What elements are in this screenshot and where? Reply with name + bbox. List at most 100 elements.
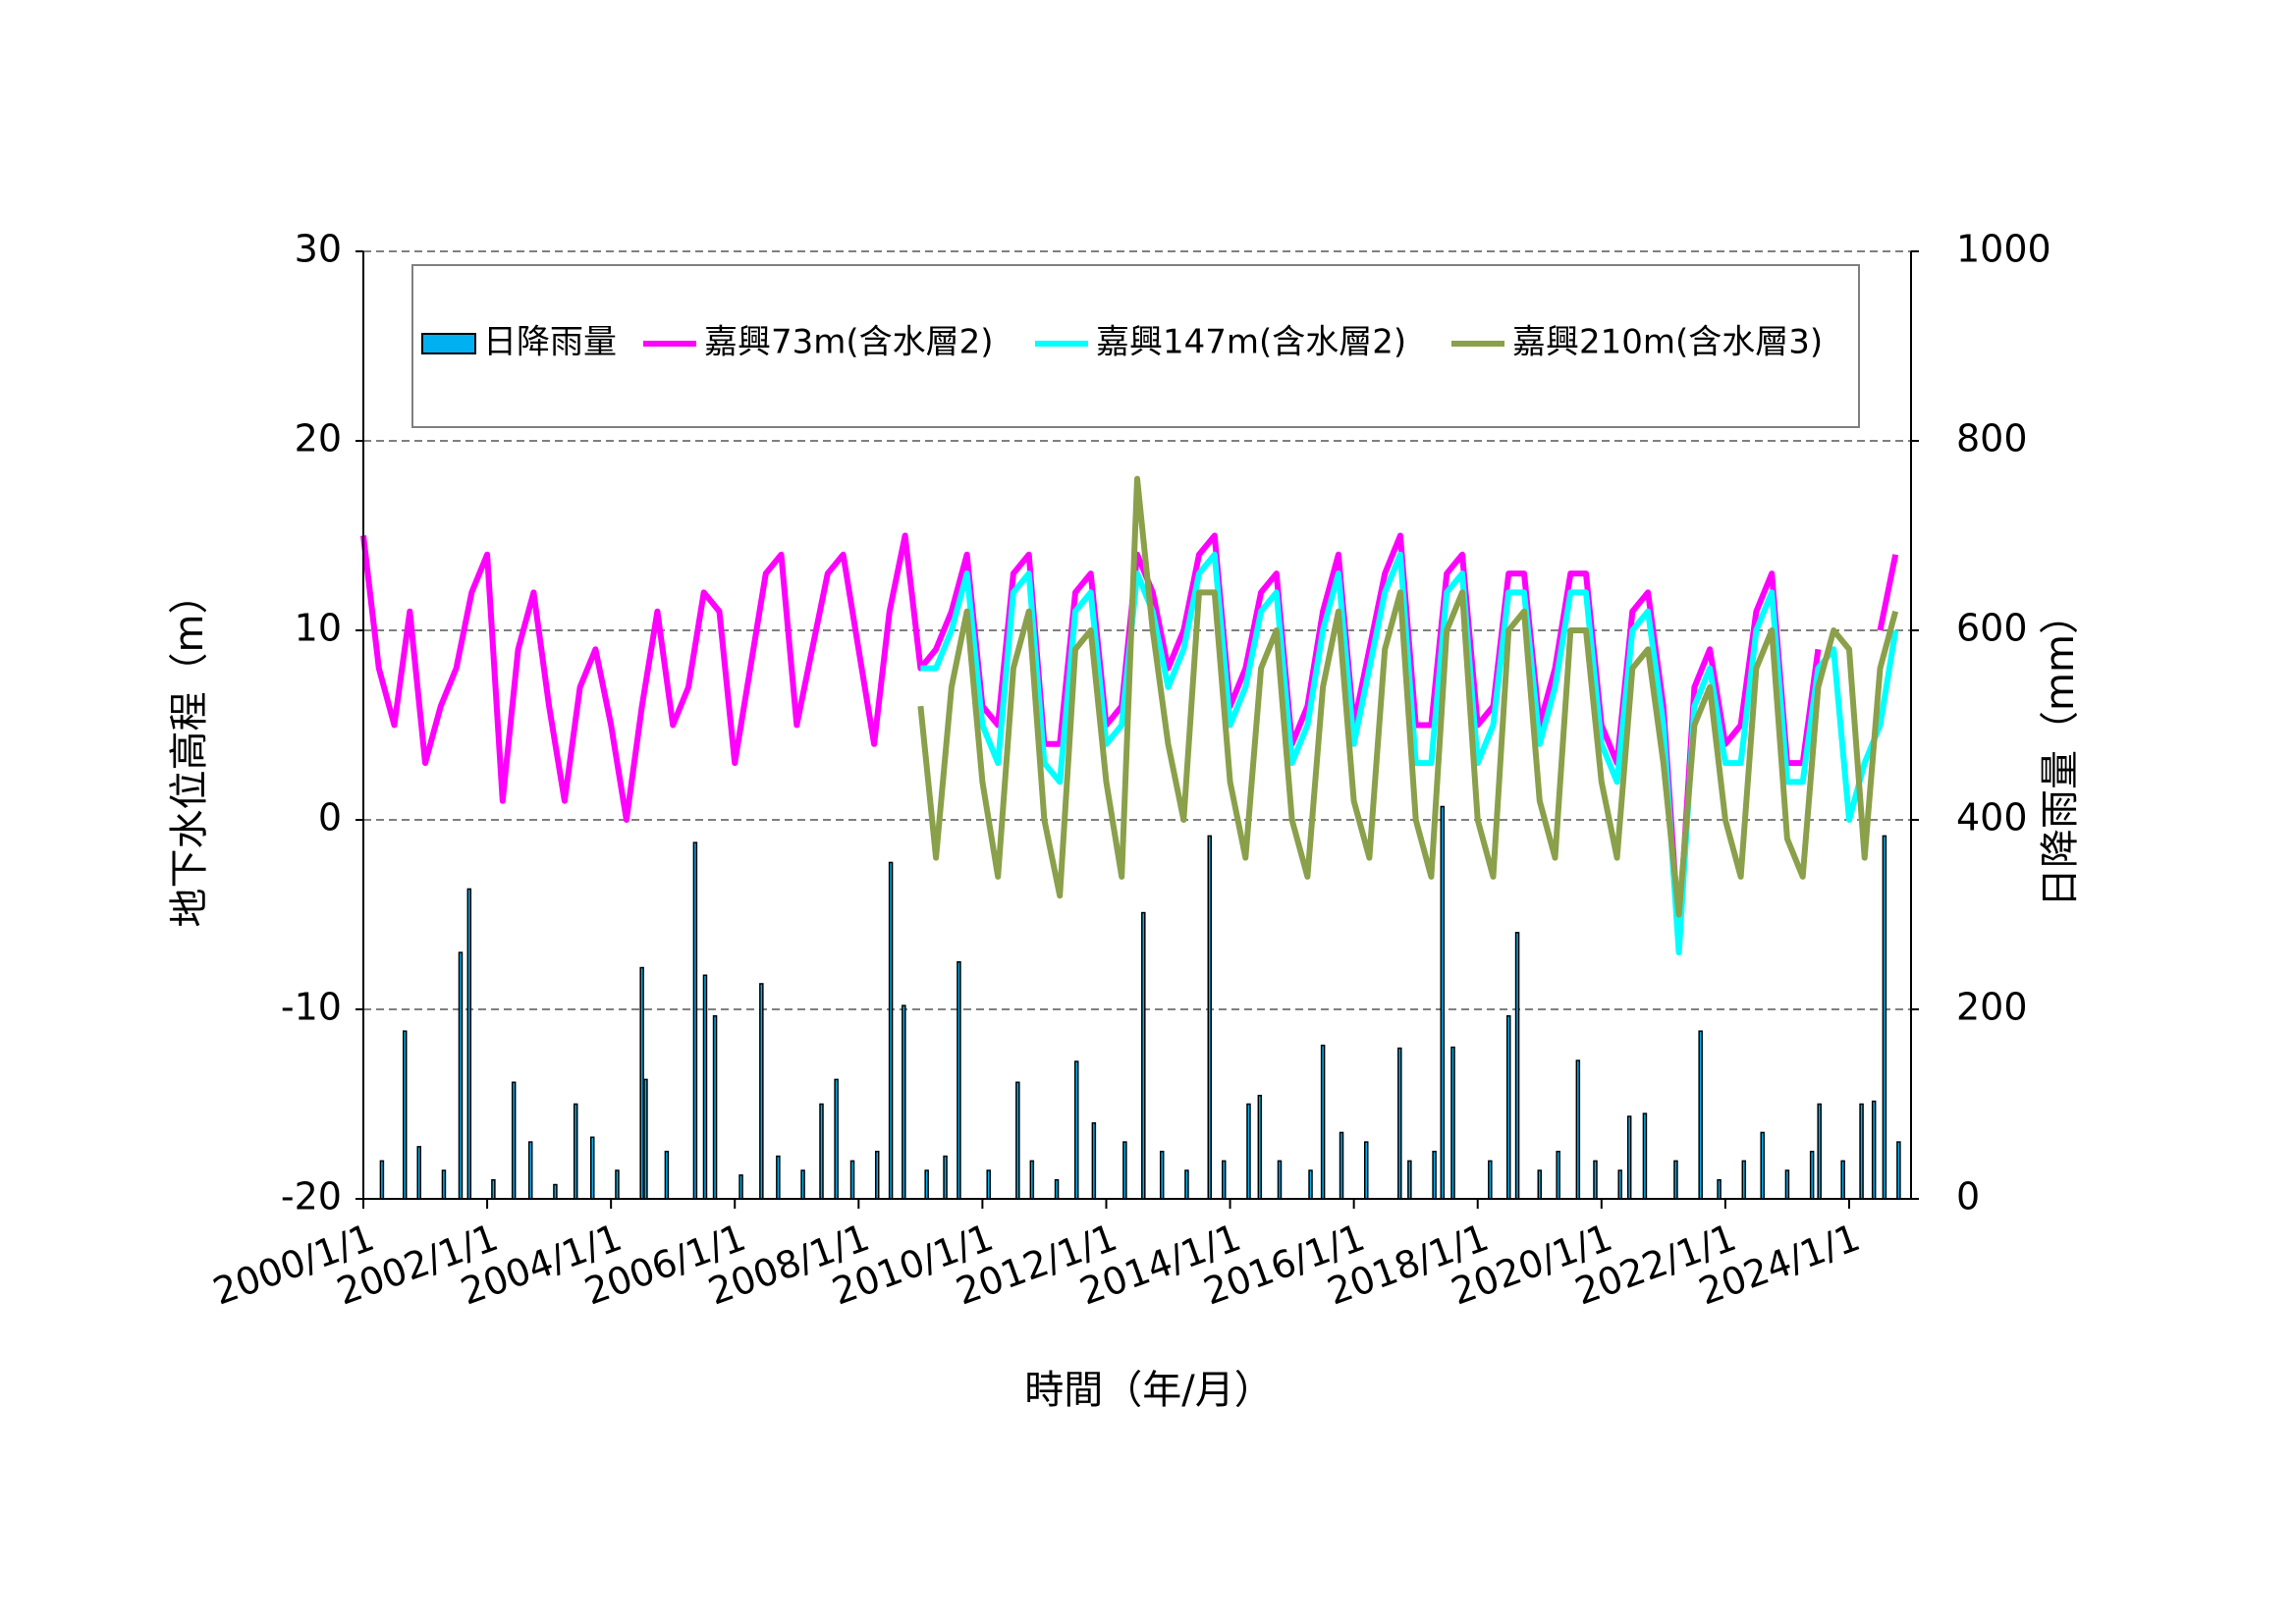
- rain-bar: [957, 961, 961, 1200]
- y-tick-label: 0: [318, 796, 342, 839]
- rain-bar: [458, 951, 464, 1200]
- rain-bar: [1809, 1151, 1815, 1200]
- rain-bar: [1784, 1169, 1790, 1200]
- rain-bar: [1222, 1160, 1227, 1200]
- rain-bar: [441, 1169, 447, 1200]
- rain-bar: [902, 1004, 906, 1200]
- rain-bar: [738, 1174, 743, 1200]
- rain-bar: [1642, 1112, 1648, 1200]
- rain-bar: [1320, 1044, 1326, 1200]
- rain-bar: [491, 1178, 496, 1200]
- rain-bar: [1277, 1160, 1283, 1200]
- rain-bar: [553, 1183, 558, 1200]
- rain-bar: [1488, 1160, 1493, 1200]
- rain-bar: [1760, 1131, 1765, 1200]
- rain-bar: [1505, 1015, 1511, 1200]
- rain-bar: [1741, 1160, 1747, 1200]
- rain-bar: [379, 1160, 385, 1200]
- rain-bar: [643, 1078, 648, 1200]
- rain-bar: [1073, 1060, 1079, 1200]
- y-tick-label: -10: [281, 986, 342, 1029]
- rain-bar: [527, 1141, 533, 1200]
- y2-tick-label: 1000: [1956, 228, 2051, 271]
- rain-bar: [1246, 1103, 1251, 1200]
- y2-tick-label: 200: [1956, 986, 2028, 1029]
- rain-bar: [800, 1169, 805, 1200]
- legend-label: 嘉興73m(含水層2): [704, 323, 994, 362]
- rain-bar: [1575, 1059, 1581, 1200]
- rain-bar: [573, 1103, 578, 1200]
- rain-bar: [1840, 1160, 1845, 1200]
- rain-bar: [416, 1146, 421, 1200]
- rain-bar: [1363, 1141, 1369, 1200]
- rain-bar: [759, 983, 764, 1200]
- y-tick-label: 30: [295, 228, 342, 271]
- rain-bar: [888, 861, 894, 1200]
- rain-bar: [1882, 835, 1887, 1200]
- rain-bar: [943, 1155, 948, 1200]
- rain-bar: [1407, 1160, 1412, 1200]
- rain-bar: [1617, 1169, 1622, 1200]
- rain-bar: [1556, 1151, 1560, 1200]
- y-axis-title: 地下水位高程（m）: [167, 575, 212, 928]
- y2-tick-label: 0: [1956, 1175, 1980, 1218]
- x-axis-title: 時間（年/月）: [1024, 1368, 1273, 1413]
- rain-bar: [1091, 1122, 1097, 1200]
- rain-bar: [1207, 835, 1213, 1200]
- legend-label: 嘉興210m(含水層3): [1512, 323, 1823, 362]
- rain-bar: [1015, 1081, 1020, 1200]
- rain-bar: [402, 1030, 408, 1200]
- rain-bar: [1159, 1151, 1165, 1200]
- rain-bar: [1817, 1103, 1822, 1200]
- legend-label: 日降雨量: [483, 323, 617, 362]
- rain-bar: [849, 1160, 855, 1200]
- rain-bar: [1717, 1178, 1722, 1200]
- level-line: [917, 475, 1899, 918]
- rain-bar: [1054, 1178, 1060, 1200]
- rain-bar: [615, 1169, 620, 1200]
- rain-bar: [1537, 1169, 1543, 1200]
- rain-bar: [1450, 1046, 1455, 1200]
- rain-bar: [1397, 1047, 1402, 1200]
- rain-bar: [692, 841, 698, 1200]
- rain-bar: [589, 1136, 595, 1200]
- rain-bar: [924, 1169, 929, 1200]
- y2-tick-label: 600: [1956, 607, 2028, 650]
- y2-axis-title: 日降雨量（mm）: [2038, 595, 2083, 907]
- level-line: [360, 532, 1899, 937]
- rain-bar: [1141, 911, 1146, 1200]
- rain-bar: [1871, 1100, 1877, 1200]
- rain-bar: [1859, 1103, 1864, 1200]
- rain-bar: [702, 974, 708, 1200]
- rain-bar: [776, 1155, 781, 1200]
- y2-tick-label: 400: [1956, 796, 2028, 839]
- legend-label: 嘉興147m(含水層2): [1096, 323, 1406, 362]
- rain-bar: [1896, 1141, 1901, 1200]
- rain-bar: [1339, 1131, 1344, 1200]
- rain-bar: [834, 1078, 839, 1200]
- rain-bar: [466, 888, 472, 1200]
- rain-bar: [1673, 1160, 1678, 1200]
- rain-bar: [511, 1081, 517, 1200]
- rain-bar: [1308, 1169, 1313, 1200]
- rain-bar: [1122, 1141, 1127, 1200]
- y-tick-label: 10: [295, 607, 342, 650]
- y-tick-label: -20: [281, 1175, 342, 1218]
- y2-tick-label: 800: [1956, 417, 2028, 460]
- level-line: [920, 551, 1899, 956]
- rain-bar: [1698, 1030, 1703, 1200]
- rain-bar: [1184, 1169, 1189, 1200]
- rain-bar: [1626, 1115, 1632, 1200]
- rain-bar: [639, 966, 644, 1200]
- y-tick-label: 20: [295, 417, 342, 460]
- rain-bar: [712, 1015, 718, 1200]
- rain-bar: [874, 1151, 880, 1200]
- rain-bar: [1440, 805, 1446, 1200]
- rain-bar: [1257, 1095, 1263, 1200]
- rain-bar: [1514, 932, 1520, 1200]
- rain-bar: [1432, 1151, 1437, 1200]
- rain-bar: [1593, 1160, 1598, 1200]
- legend-swatch: [421, 333, 476, 354]
- rain-bar: [1029, 1160, 1035, 1200]
